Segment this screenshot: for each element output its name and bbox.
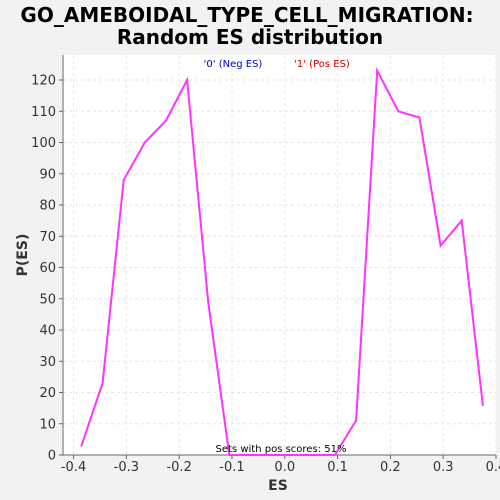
data-point-8 <box>333 454 336 456</box>
x-tick-label-4: 0.0 <box>274 460 295 475</box>
y-tick-label-4: 40 <box>39 324 56 339</box>
pos-scores-annotation: Sets with pos scores: 51% <box>216 444 347 455</box>
series <box>80 66 484 456</box>
data-point-14 <box>460 219 463 222</box>
chart-title-line2: Random ES distribution <box>117 25 383 49</box>
data-point-3 <box>143 141 146 144</box>
data-point-7 <box>228 454 231 456</box>
y-tick-label-6: 60 <box>39 261 56 276</box>
y-tick-label-0: 0 <box>48 449 56 464</box>
x-tick-label-3: -0.1 <box>219 460 244 475</box>
plot-area <box>63 55 496 455</box>
data-point-9 <box>355 419 358 422</box>
y-tick-label-11: 110 <box>31 105 56 120</box>
x-tick-label-7: 0.3 <box>433 460 454 475</box>
data-point-4 <box>164 119 167 122</box>
x-tick-label-6: 0.2 <box>380 460 401 475</box>
grid <box>63 55 497 456</box>
y-tick-label-10: 100 <box>31 136 56 151</box>
data-point-2 <box>122 179 125 181</box>
x-tick-label-5: 0.1 <box>327 460 348 475</box>
data-point-6 <box>207 300 210 303</box>
y-axis-label: P(ES) <box>15 234 31 277</box>
y-tick-label-1: 10 <box>39 417 56 432</box>
series-line-0 <box>80 66 484 456</box>
data-point-1 <box>101 382 104 385</box>
y-tick-label-3: 30 <box>39 355 56 370</box>
x-tick-label-2: -0.2 <box>166 460 191 475</box>
y-tick-label-12: 120 <box>31 74 56 89</box>
y-tick-label-9: 90 <box>39 167 56 182</box>
data-point-15 <box>481 404 484 406</box>
legend-item-neg: '0' (Neg ES) <box>204 59 263 70</box>
ticks: 0 10 20 30 40 50 60 70 80 90 100 110 120 -0.4 -0.3 -0.2… <box>31 74 500 476</box>
y-tick-label-5: 50 <box>39 292 56 307</box>
data-point-12 <box>418 116 421 119</box>
x-axis-label: ES <box>268 478 288 494</box>
x-tick-label-1: -0.3 <box>114 460 139 475</box>
data-point-10 <box>376 69 379 72</box>
data-point-5 <box>186 79 189 81</box>
data-point-13 <box>439 244 442 247</box>
y-tick-label-2: 20 <box>39 386 56 401</box>
legend-item-pos: '1' (Pos ES) <box>294 59 350 70</box>
data-point-0 <box>80 444 83 447</box>
y-tick-label-7: 70 <box>39 230 56 245</box>
data-point-11 <box>397 110 400 113</box>
x-tick-label-8: 0.4 <box>486 460 500 475</box>
y-tick-label-8: 80 <box>39 199 56 214</box>
chart-title-line1: GO_AMEBOIDAL_TYPE_CELL_MIGRATION: <box>20 3 473 27</box>
x-tick-label-0: -0.4 <box>61 460 86 475</box>
